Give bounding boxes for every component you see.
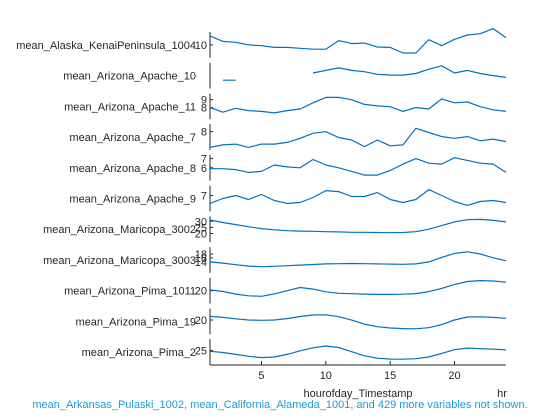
series-name-label: mean_Alaska_KenaiPeninsula_1004 [16, 40, 196, 52]
hidden-variables-note: mean_Arkansas_Pulaski_1002, mean_Califor… [32, 399, 528, 411]
y-tick-label: 30 [195, 216, 207, 228]
series-line [210, 157, 507, 176]
y-tick-label: 16 [195, 253, 207, 265]
y-tick-label: 6 [201, 163, 207, 175]
series-name-label: mean_Arizona_Pima_2 [82, 347, 196, 359]
y-tick-label: 20 [195, 229, 207, 241]
series-line [209, 189, 507, 206]
series-name-label: mean_Arizona_Apache_9 [69, 194, 196, 206]
series-line [209, 251, 507, 268]
series-name-label: mean_Arizona_Apache_8 [69, 163, 196, 175]
x-tick-label: 15 [384, 370, 396, 382]
y-tick-label: 10 [195, 40, 207, 52]
series-line [209, 345, 507, 360]
series-line [209, 28, 507, 54]
series-name-label: mean_Arizona_Pima_19 [76, 316, 196, 328]
series-line [209, 280, 507, 297]
y-tick-label: 18 [195, 249, 207, 261]
y-tick-label: 20 [195, 286, 207, 298]
series-name-label: mean_Arizona_Apache_10 [63, 71, 196, 83]
panel-4: mean_Arizona_Apache_8 76 [69, 154, 507, 181]
y-tick-label: 14 [195, 257, 207, 269]
x-axis: 5 10 15 20 [210, 361, 506, 382]
series-line [209, 218, 507, 234]
x-tick-label: 20 [448, 370, 460, 382]
panel-3: mean_Arizona_Apache_7 8 [69, 124, 507, 150]
y-tick-label: 25 [195, 222, 207, 234]
series-name-label: mean_Arizona_Apache_11 [64, 101, 196, 113]
y-tick-label: 7 [201, 154, 207, 166]
x-tick-label: 10 [320, 370, 332, 382]
y-tick-label: 20 [195, 315, 207, 327]
series-line [209, 127, 507, 148]
series-line [222, 65, 507, 81]
x-tick-label: 5 [258, 370, 264, 382]
series-name-label: mean_Arizona_Apache_7 [69, 132, 196, 144]
y-tick-label: 25 [195, 346, 207, 358]
panel-10: mean_Arizona_Pima_225 [82, 339, 507, 365]
y-tick-label: 7 [201, 191, 207, 203]
panel-5: mean_Arizona_Apache_9 7 [69, 185, 507, 212]
y-tick-label: 8 [201, 127, 207, 139]
y-tick-label: 9 [201, 95, 207, 107]
x-axis-unit: hr [497, 388, 507, 400]
series-line [209, 314, 507, 330]
panel-1: mean_Arizona_Apache_10 [63, 62, 507, 89]
series-name-label: mean_Arizona_Pima_1011 [64, 286, 196, 298]
series-name-label: mean_Arizona_Maricopa_3003 [43, 255, 196, 267]
y-tick-label: 8 [201, 102, 207, 114]
panel-2: mean_Arizona_Apache_11 98 [64, 93, 507, 120]
series-line [209, 96, 507, 114]
series-name-label: mean_Arizona_Maricopa_3002 [43, 224, 196, 236]
x-axis-label: hourofday_Timestamp [303, 388, 412, 400]
